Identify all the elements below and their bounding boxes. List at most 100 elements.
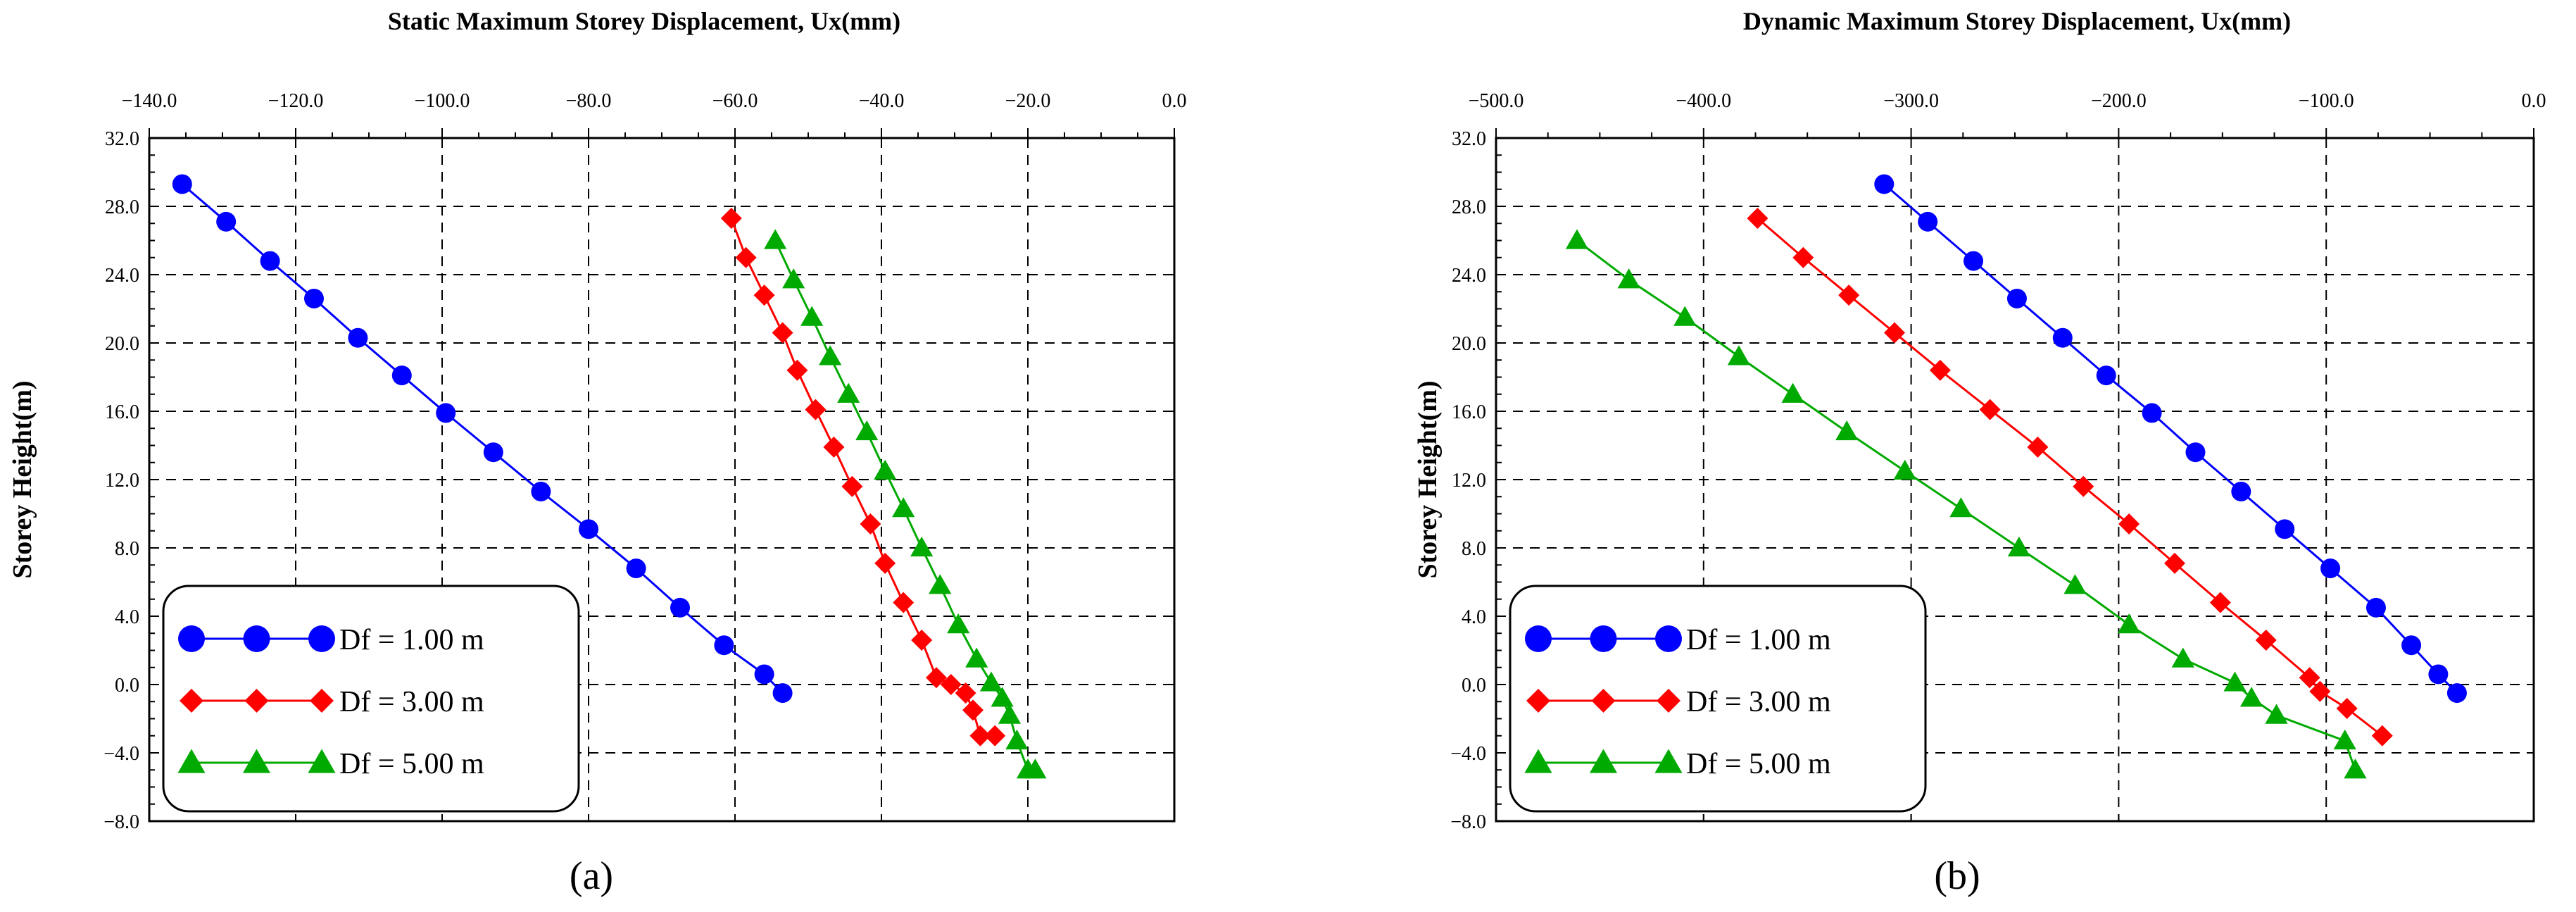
data-point xyxy=(800,306,824,326)
data-point xyxy=(720,207,742,229)
x-tick-label: −100.0 xyxy=(415,90,470,112)
data-point xyxy=(2231,481,2251,501)
data-point xyxy=(2223,671,2247,692)
data-point xyxy=(1835,420,1859,441)
data-point xyxy=(2336,697,2358,719)
y-tick-label: 12.0 xyxy=(105,470,139,492)
y-tick-label: −4.0 xyxy=(1450,743,1486,765)
data-point xyxy=(1747,207,1768,229)
static-legend: Df = 1.00 m Df = 3.00 m Df = 5.00 m xyxy=(162,585,580,813)
data-point xyxy=(735,246,757,268)
data-point xyxy=(2344,758,2367,779)
data-point xyxy=(979,671,1003,692)
data-point xyxy=(2096,366,2116,386)
y-tick-label: −8.0 xyxy=(103,811,139,833)
data-point xyxy=(926,667,947,689)
legend-marker xyxy=(1590,625,1617,652)
x-tick-label: 0.0 xyxy=(2522,90,2546,112)
data-point xyxy=(910,536,934,557)
static-y-axis-label: Storey Height(m) xyxy=(8,380,37,578)
legend-marker xyxy=(310,689,334,713)
data-point xyxy=(2265,704,2288,724)
data-point xyxy=(1617,268,1640,289)
data-point xyxy=(874,552,896,574)
data-point xyxy=(2185,442,2206,463)
data-point xyxy=(753,285,775,306)
data-point xyxy=(260,251,280,271)
y-tick-label: 28.0 xyxy=(1452,196,1486,218)
data-point xyxy=(483,442,503,463)
data-point xyxy=(965,647,988,668)
data-point xyxy=(531,481,551,501)
data-point xyxy=(436,403,456,423)
data-point xyxy=(955,682,976,704)
data-point xyxy=(172,174,192,194)
y-tick-label: 4.0 xyxy=(1462,606,1486,628)
dynamic-series-1 xyxy=(1874,174,2467,704)
data-point xyxy=(2428,664,2449,685)
static-chart: Static Maximum Storey Displacement, Ux(m… xyxy=(8,7,1187,898)
y-tick-label: −8.0 xyxy=(1450,811,1486,833)
dynamic-x-axis: −500.0 −400.0 −300.0 −200.0 −100.0 0.0 xyxy=(1469,90,2546,821)
data-point xyxy=(2163,552,2185,574)
legend-marker xyxy=(242,749,271,773)
data-point xyxy=(2052,327,2073,348)
legend-marker xyxy=(177,749,206,773)
data-point xyxy=(2239,687,2263,707)
legend-label: Df = 1.00 m xyxy=(339,624,484,656)
data-point xyxy=(1964,251,1984,271)
x-tick-label: −140.0 xyxy=(122,90,177,112)
data-point xyxy=(855,420,879,441)
data-point xyxy=(670,597,690,618)
data-point xyxy=(940,674,962,695)
data-point xyxy=(1781,382,1804,403)
data-point xyxy=(391,366,412,386)
data-point xyxy=(2142,403,2162,423)
data-point xyxy=(2171,647,2194,668)
data-point xyxy=(2320,558,2341,579)
legend-marker xyxy=(1526,689,1550,713)
x-tick-label: −100.0 xyxy=(2299,90,2354,112)
data-point xyxy=(2027,436,2049,458)
static-series-3 xyxy=(764,229,1047,779)
y-tick-label: 4.0 xyxy=(115,606,139,628)
data-point xyxy=(1979,399,2001,420)
data-point xyxy=(714,635,734,656)
data-point xyxy=(893,592,915,613)
data-point xyxy=(837,382,860,403)
x-tick-label: −60.0 xyxy=(712,90,758,112)
y-tick-label: 12.0 xyxy=(1452,470,1486,492)
data-point xyxy=(1005,729,1029,750)
data-point xyxy=(2401,635,2422,656)
data-point xyxy=(782,268,805,289)
y-tick-label: 20.0 xyxy=(1452,333,1486,355)
dynamic-series-2 xyxy=(1747,207,2393,747)
data-point xyxy=(2446,683,2467,704)
data-point xyxy=(2333,729,2356,750)
data-point xyxy=(1565,229,1589,249)
y-tick-label: 32.0 xyxy=(1452,128,1486,150)
data-point xyxy=(911,629,933,651)
dynamic-series-3 xyxy=(1565,229,2367,779)
legend-marker xyxy=(1524,749,1552,773)
x-tick-label: −500.0 xyxy=(1469,90,1524,112)
data-point xyxy=(348,327,368,348)
data-point xyxy=(1727,345,1751,366)
data-point xyxy=(2365,597,2386,618)
x-tick-label: −400.0 xyxy=(1676,90,1731,112)
legend-marker xyxy=(180,689,203,713)
data-point xyxy=(1838,285,1860,306)
y-tick-label: 24.0 xyxy=(105,265,139,287)
x-tick-label: −20.0 xyxy=(1005,90,1051,112)
dynamic-chart: Dynamic Maximum Storey Displacement, Ux(… xyxy=(1413,7,2546,898)
data-point xyxy=(2255,629,2277,651)
data-point xyxy=(2007,536,2030,557)
data-point xyxy=(823,436,845,458)
legend-marker xyxy=(1654,749,1683,773)
data-point xyxy=(579,519,598,539)
data-point xyxy=(2309,680,2331,702)
y-tick-label: 8.0 xyxy=(1462,538,1486,560)
data-point xyxy=(216,211,237,232)
y-tick-label: −4.0 xyxy=(103,743,139,765)
